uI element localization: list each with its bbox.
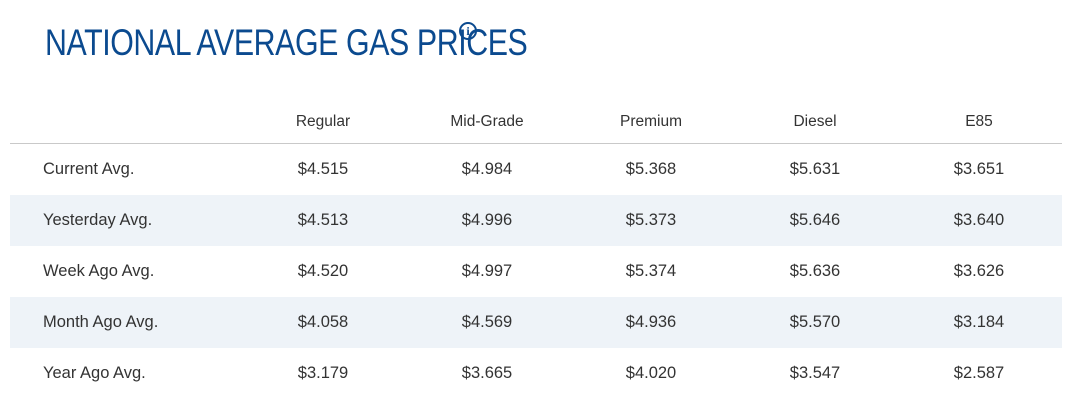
table-row: Current Avg. $4.515 $4.984 $5.368 $5.631…	[10, 144, 1062, 195]
price-cell: $3.179	[297, 364, 349, 382]
price-cell: $5.646	[789, 211, 841, 229]
price-cell: $4.569	[461, 313, 513, 331]
price-cell: $5.373	[625, 211, 677, 229]
row-label: Week Ago Avg.	[43, 262, 155, 280]
price-cell: $5.631	[789, 160, 841, 178]
row-label: Yesterday Avg.	[43, 211, 153, 229]
price-cell: $4.058	[297, 313, 349, 331]
table-row: Month Ago Avg. $4.058 $4.569 $4.936 $5.5…	[10, 297, 1062, 348]
price-cell: $5.570	[789, 313, 841, 331]
price-cell: $3.626	[953, 262, 1005, 280]
price-cell: $4.936	[625, 313, 677, 331]
column-header-e85: E85	[965, 113, 993, 130]
price-cell: $5.368	[625, 160, 677, 178]
table-header: Regular Mid-Grade Premium Diesel E85	[10, 101, 1062, 144]
price-cell: $4.984	[461, 160, 513, 178]
price-cell: $4.515	[297, 160, 349, 178]
column-header-diesel: Diesel	[793, 113, 837, 130]
page-title: NATIONAL AVERAGE GAS PRICES	[45, 22, 528, 63]
table-row: Yesterday Avg. $4.513 $4.996 $5.373 $5.6…	[10, 195, 1062, 246]
price-cell: $4.513	[297, 211, 349, 229]
table-row: Year Ago Avg. $3.179 $3.665 $4.020 $3.54…	[10, 348, 1062, 399]
info-icon[interactable]: i	[459, 22, 477, 40]
column-header-regular: Regular	[295, 113, 351, 130]
price-cell: $4.997	[461, 262, 513, 280]
gas-prices-table: Regular Mid-Grade Premium Diesel E85 Cur…	[10, 101, 1062, 399]
title-block: NATIONAL AVERAGE GAS PRICES i	[45, 18, 633, 68]
column-header-premium: Premium	[619, 113, 682, 130]
column-header-mid-grade: Mid-Grade	[450, 113, 524, 130]
price-cell: $4.020	[625, 364, 677, 382]
row-label: Current Avg.	[43, 160, 135, 178]
price-cell: $2.587	[953, 364, 1005, 382]
price-cell: $4.996	[461, 211, 513, 229]
price-cell: $5.636	[789, 262, 841, 280]
price-cell: $3.665	[461, 364, 513, 382]
price-cell: $3.547	[789, 364, 841, 382]
row-label: Month Ago Avg.	[43, 313, 159, 331]
table-row: Week Ago Avg. $4.520 $4.997 $5.374 $5.63…	[10, 246, 1062, 297]
price-cell: $5.374	[625, 262, 677, 280]
price-cell: $3.640	[953, 211, 1005, 229]
price-cell: $3.651	[953, 160, 1005, 178]
price-cell: $4.520	[297, 262, 349, 280]
row-label: Year Ago Avg.	[43, 364, 146, 382]
price-cell: $3.184	[953, 313, 1005, 331]
header-spacer	[10, 122, 241, 123]
